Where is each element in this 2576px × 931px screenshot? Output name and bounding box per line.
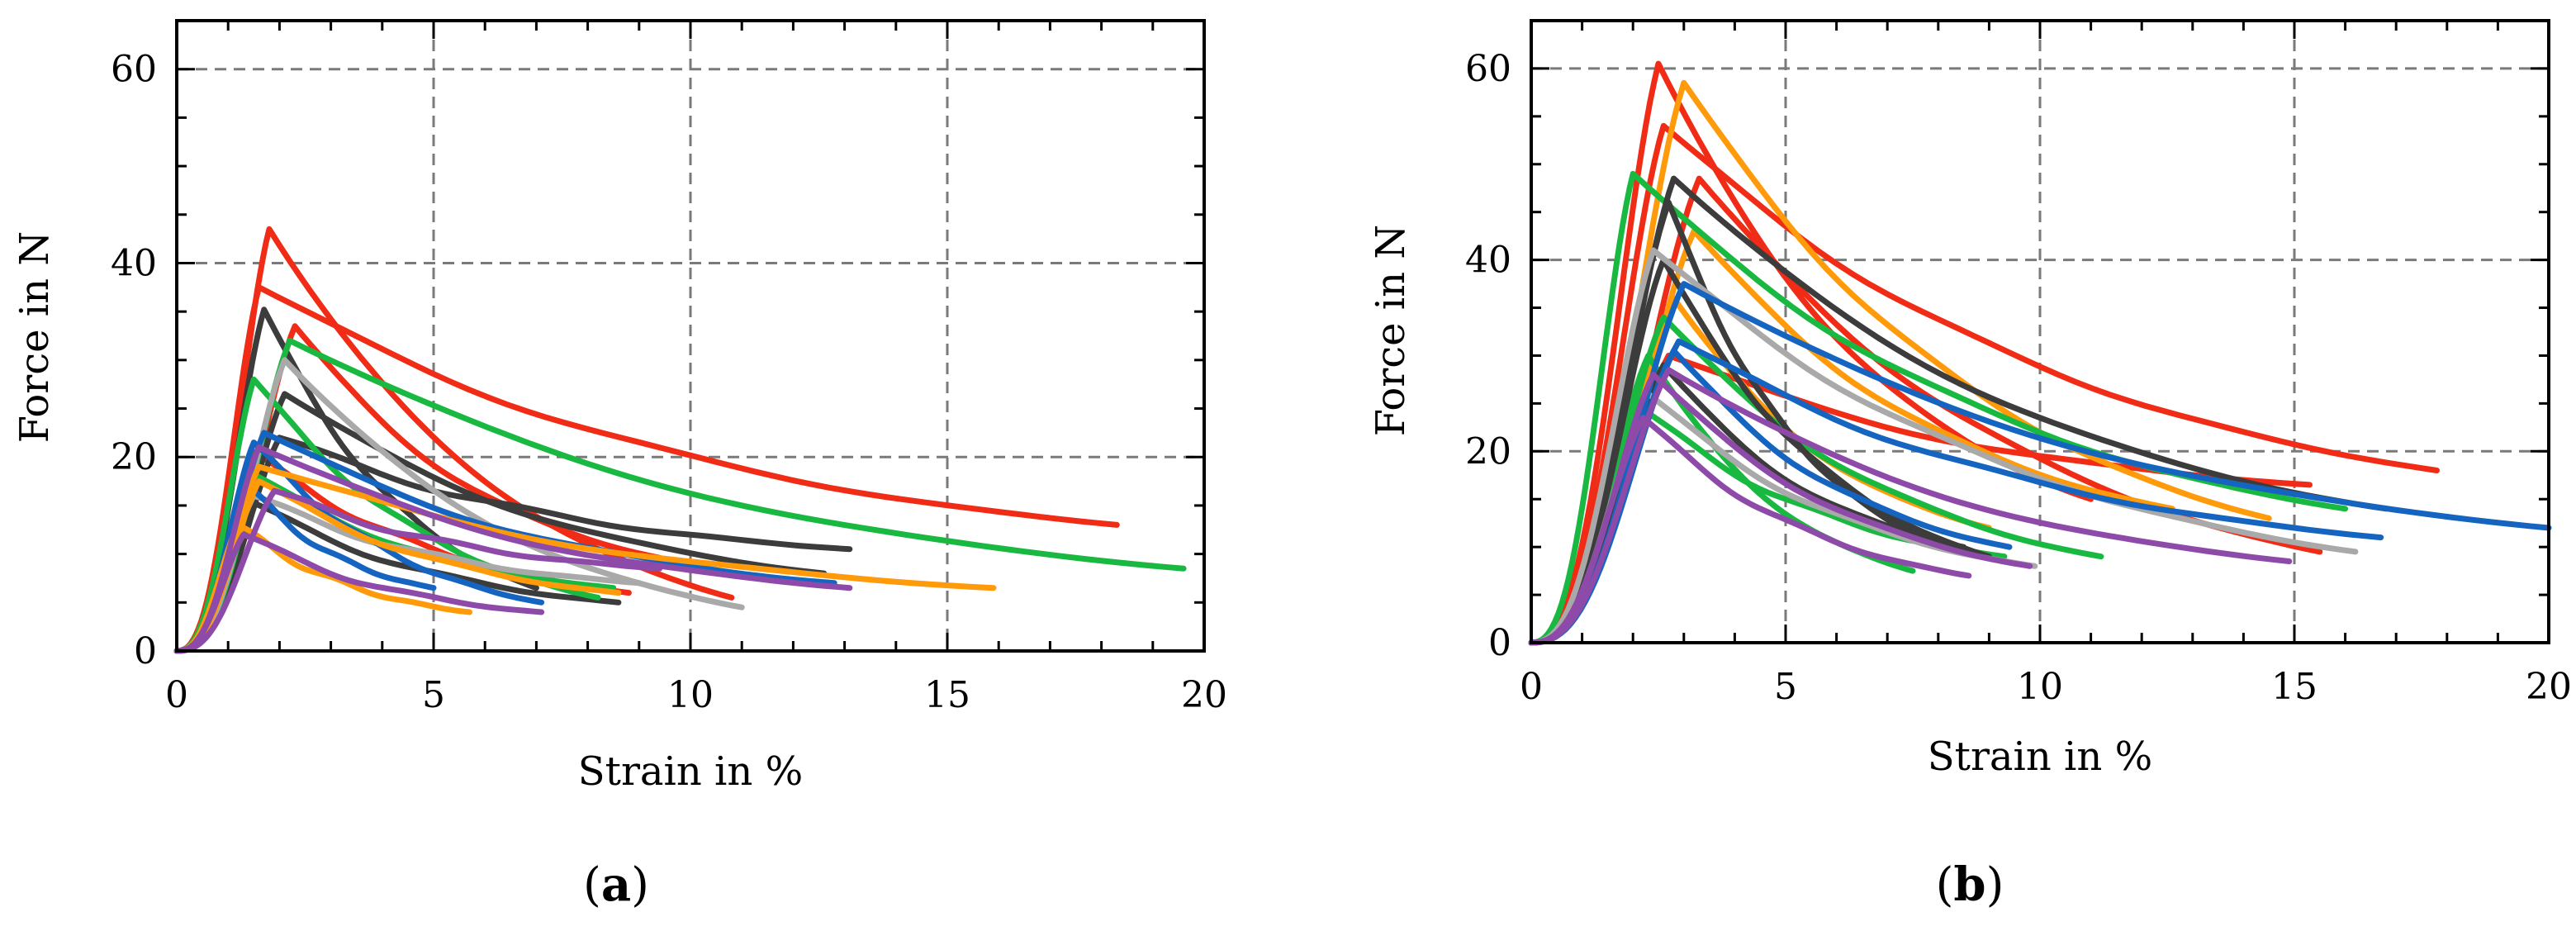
series-purple-1 [1528, 367, 2293, 646]
y-tick-label: 60 [1465, 48, 1511, 90]
series-dark-3 [1528, 257, 1992, 646]
series-group [173, 226, 1187, 654]
y-axis-title: Force in N [12, 231, 58, 444]
y-tick-label: 20 [1465, 430, 1511, 473]
series-purple-2 [173, 487, 663, 654]
panel-label: (a) [583, 857, 649, 912]
chart-panel-b: 0 5 10 15 20 0 20 40 60 Strain in % Force in N (b) [1368, 19, 2572, 912]
x-axis-title: Strain in % [1928, 734, 2152, 780]
y-tick-label: 40 [111, 242, 157, 284]
ticks [1530, 19, 2550, 644]
series-purple-3 [1528, 372, 2033, 646]
series-purple-3 [173, 531, 545, 654]
y-tick-label: 20 [111, 436, 157, 478]
x-tick-label: 15 [2271, 666, 2317, 708]
x-tick-label: 0 [1520, 666, 1543, 708]
panel-label: (b) [1936, 857, 2004, 912]
y-tick-label: 0 [1488, 622, 1511, 664]
y-tick-label: 40 [1465, 240, 1511, 282]
y-tick-label: 0 [134, 630, 157, 672]
y-tick-label: 60 [111, 49, 157, 91]
x-tick-label: 5 [422, 674, 445, 716]
chart-panel-a: 0 5 10 15 20 0 20 40 60 Strain in % Force in N (a) [12, 19, 1227, 912]
x-tick-label: 20 [2526, 666, 2572, 708]
x-tick-label: 5 [1774, 666, 1797, 708]
x-tick-label: 10 [2017, 666, 2063, 708]
x-tick-label: 20 [1181, 674, 1227, 716]
ticks [175, 19, 1206, 653]
x-tick-label: 0 [165, 674, 188, 716]
grid [1531, 21, 2549, 643]
y-axis-title: Force in N [1368, 225, 1414, 437]
x-tick-label: 10 [667, 674, 714, 716]
x-axis-title: Strain in % [578, 748, 803, 795]
series-group [1528, 60, 2552, 646]
series-gray-1 [1528, 247, 2359, 646]
x-tick-label: 15 [924, 674, 970, 716]
series-green-1 [173, 337, 1187, 654]
